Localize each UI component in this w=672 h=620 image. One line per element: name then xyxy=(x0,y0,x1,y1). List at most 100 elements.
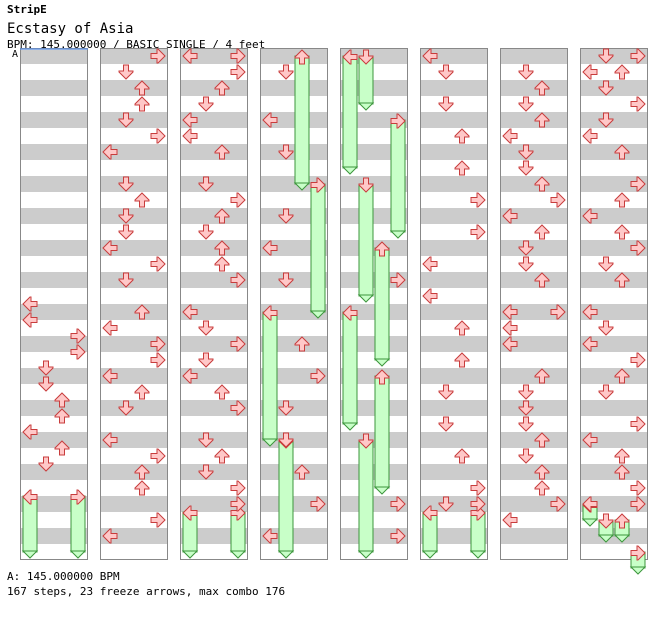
step-arrow xyxy=(214,80,230,96)
step-arrow xyxy=(518,256,534,272)
step-arrow xyxy=(534,464,550,480)
beat-stripe xyxy=(420,96,488,112)
step-arrow xyxy=(518,448,534,464)
arrow-shape xyxy=(550,304,566,320)
step-arrow xyxy=(518,160,534,176)
step-arrow xyxy=(182,505,198,521)
step-arrow xyxy=(182,112,198,128)
arrow-shape xyxy=(278,432,294,448)
step-arrow xyxy=(278,272,294,288)
arrow-shape xyxy=(534,480,550,496)
freeze-tail-shape xyxy=(341,166,359,175)
step-arrow xyxy=(598,384,614,400)
step-arrow xyxy=(374,241,390,257)
step-arrow xyxy=(150,512,166,528)
arrow-shape xyxy=(22,296,38,312)
arrow-shape xyxy=(198,464,214,480)
beat-stripe xyxy=(180,320,248,336)
arrow-shape xyxy=(374,241,390,257)
beat-stripe xyxy=(420,400,488,416)
step-arrow xyxy=(630,352,646,368)
step-arrow xyxy=(150,448,166,464)
step-arrow xyxy=(182,48,198,64)
step-arrow xyxy=(118,176,134,192)
step-arrow xyxy=(230,336,246,352)
beat-stripe xyxy=(420,272,488,288)
beat-stripe xyxy=(100,240,168,256)
beat-stripe xyxy=(340,464,408,480)
step-arrow xyxy=(454,320,470,336)
arrow-shape xyxy=(614,224,630,240)
arrow-shape xyxy=(118,224,134,240)
beat-stripe xyxy=(580,80,648,96)
beat-stripe xyxy=(580,368,648,384)
freeze-body xyxy=(374,247,390,361)
step-arrow xyxy=(54,440,70,456)
step-summary: 167 steps, 23 freeze arrows, max combo 1… xyxy=(7,585,286,598)
step-arrow xyxy=(102,432,118,448)
beat-stripe xyxy=(500,528,568,544)
beat-stripe xyxy=(180,128,248,144)
beat-stripe xyxy=(500,320,568,336)
beat-stripe xyxy=(580,240,648,256)
arrow-shape xyxy=(374,369,390,385)
beat-stripe xyxy=(180,416,248,432)
beat-stripe xyxy=(420,112,488,128)
beat-stripe xyxy=(180,176,248,192)
arrow-shape xyxy=(534,80,550,96)
beat-stripe xyxy=(180,480,248,496)
beat-stripe xyxy=(100,192,168,208)
beat-stripe xyxy=(100,224,168,240)
freeze-tail-shape xyxy=(69,550,87,559)
freeze-body xyxy=(358,439,374,553)
step-arrow xyxy=(502,512,518,528)
beat-stripe xyxy=(340,432,408,448)
beat-stripe xyxy=(180,144,248,160)
step-arrow xyxy=(198,224,214,240)
arrow-shape xyxy=(182,304,198,320)
arrow-shape xyxy=(614,64,630,80)
arrow-shape xyxy=(518,240,534,256)
arrow-shape xyxy=(630,545,646,561)
step-arrow xyxy=(214,144,230,160)
beat-stripe xyxy=(420,480,488,496)
arrow-shape xyxy=(454,128,470,144)
beat-stripe xyxy=(580,160,648,176)
column-border xyxy=(100,48,168,560)
beat-stripe xyxy=(500,192,568,208)
step-arrow xyxy=(630,480,646,496)
step-arrow xyxy=(134,96,150,112)
step-arrow xyxy=(534,272,550,288)
beat-stripe xyxy=(580,352,648,368)
beat-stripe xyxy=(500,80,568,96)
freeze-tail-shape xyxy=(373,486,391,495)
arrow-shape xyxy=(422,505,438,521)
step-arrow xyxy=(278,432,294,448)
arrow-shape xyxy=(22,424,38,440)
beat-stripe xyxy=(420,192,488,208)
arrow-shape xyxy=(582,128,598,144)
step-arrow xyxy=(214,256,230,272)
step-arrow xyxy=(614,192,630,208)
step-arrow xyxy=(102,240,118,256)
step-arrow xyxy=(150,128,166,144)
arrow-shape xyxy=(630,416,646,432)
beat-stripe xyxy=(100,448,168,464)
step-arrow xyxy=(518,64,534,80)
beat-stripe xyxy=(20,240,88,256)
arrow-shape xyxy=(582,496,598,512)
step-arrow xyxy=(534,432,550,448)
step-arrow xyxy=(518,144,534,160)
arrow-shape xyxy=(278,144,294,160)
freeze-body xyxy=(374,375,390,489)
arrow-shape xyxy=(38,376,54,392)
step-arrow xyxy=(278,208,294,224)
arrow-shape xyxy=(150,48,166,64)
arrow-shape xyxy=(118,64,134,80)
freeze-tail xyxy=(229,550,247,559)
step-arrow xyxy=(182,368,198,384)
step-arrow xyxy=(438,416,454,432)
step-arrow xyxy=(614,464,630,480)
step-arrow xyxy=(374,369,390,385)
arrow-shape xyxy=(630,96,646,112)
